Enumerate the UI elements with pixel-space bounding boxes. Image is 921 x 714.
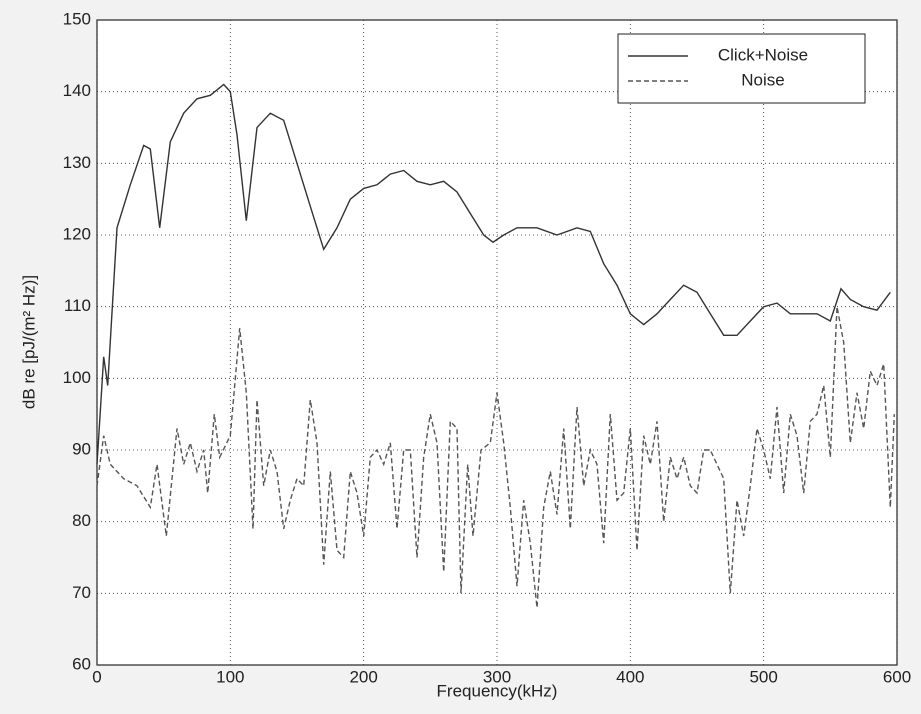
x-tick-label: 500 [749, 667, 777, 686]
y-axis-label: dB re [pJ/(m² Hz)] [19, 275, 38, 409]
x-tick-label: 100 [216, 667, 244, 686]
y-tick-label: 120 [63, 224, 91, 243]
y-tick-label: 90 [72, 439, 91, 458]
series-line [96, 83, 891, 465]
x-tick-label: 600 [883, 667, 911, 686]
legend-box [617, 33, 866, 104]
series-line [96, 306, 895, 608]
x-tick-label: 0 [92, 667, 101, 686]
x-tick-label: 400 [616, 667, 644, 686]
y-tick-label: 60 [72, 654, 91, 673]
y-tick-label: 150 [63, 9, 91, 28]
x-axis-label: Frequency(kHz) [437, 681, 558, 700]
x-tick-label: 300 [483, 667, 511, 686]
y-tick-label: 140 [63, 81, 91, 100]
y-tick-label: 110 [64, 296, 91, 315]
y-tick-label: 100 [63, 368, 91, 387]
y-tick-label: 130 [63, 153, 91, 172]
legend-label: Click+Noise [718, 45, 808, 64]
y-tick-label: 70 [72, 583, 91, 602]
plot-area [96, 19, 898, 666]
legend-label: Noise [741, 70, 784, 89]
x-tick-label: 200 [349, 667, 377, 686]
y-tick-label: 80 [72, 511, 91, 530]
